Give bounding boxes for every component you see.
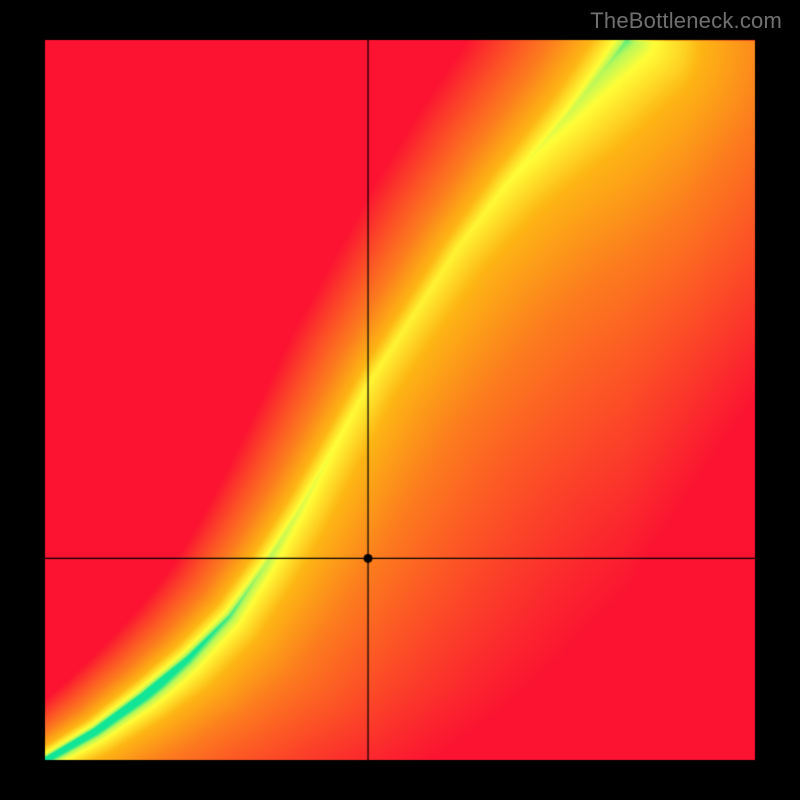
watermark-text: TheBottleneck.com	[590, 8, 782, 34]
bottleneck-heatmap-canvas	[0, 0, 800, 800]
chart-container: TheBottleneck.com	[0, 0, 800, 800]
